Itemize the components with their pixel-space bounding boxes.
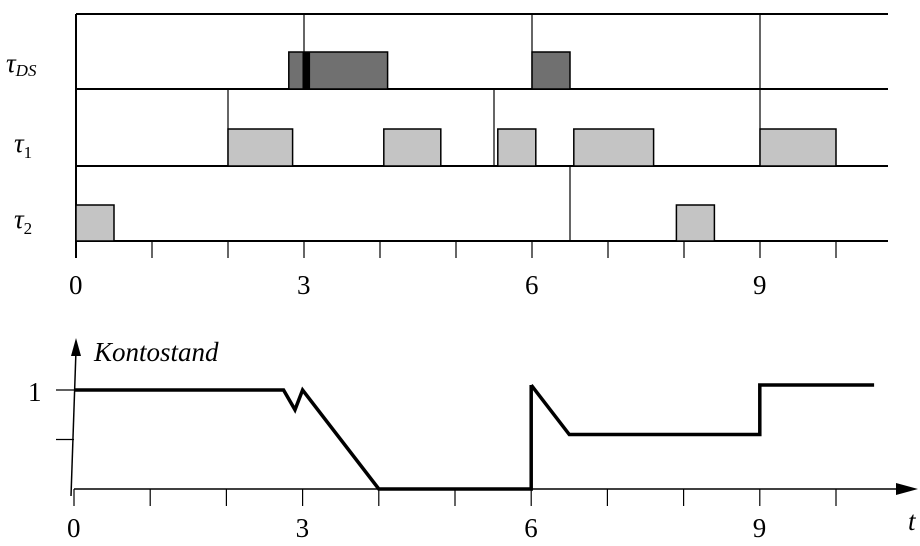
execution-block [383, 128, 442, 167]
task-label-t1: τ1 [14, 128, 32, 162]
task-label-t2: τ2 [14, 204, 32, 238]
time-tick-label: 6 [525, 270, 539, 300]
x-tick-label: 3 [296, 513, 310, 541]
budget-chart: 0 3 6 9 [56, 338, 918, 543]
time-tick-label: 3 [297, 270, 311, 300]
x-tick-label: 0 [67, 513, 81, 541]
schedule-gantt: 0 3 6 9 [69, 13, 888, 300]
task-labels: τDS τ1 τ2 [6, 48, 37, 238]
y-axis-label: Kontostand [93, 337, 219, 367]
execution-block [75, 204, 115, 242]
execution-block [759, 128, 837, 167]
x-axis-label: t [908, 506, 917, 536]
x-tick-label: 6 [524, 513, 538, 541]
time-tick-label: 0 [69, 270, 83, 300]
y-axis [70, 349, 77, 497]
x-tick-label: 9 [753, 513, 767, 541]
y-tick-label-1: 1 [28, 377, 42, 407]
time-tick-label: 9 [753, 270, 767, 300]
server-arrival-mark [302, 52, 311, 89]
task-label-tds: τDS [6, 48, 37, 80]
execution-block [531, 51, 571, 90]
execution-block [675, 204, 716, 242]
execution-block [227, 128, 294, 167]
execution-block [573, 128, 655, 167]
balance-curve [529, 383, 875, 437]
x-axis-arrow [896, 483, 918, 495]
balance-curve [74, 385, 533, 491]
execution-block [497, 128, 537, 167]
y-axis-arrow [71, 338, 81, 356]
